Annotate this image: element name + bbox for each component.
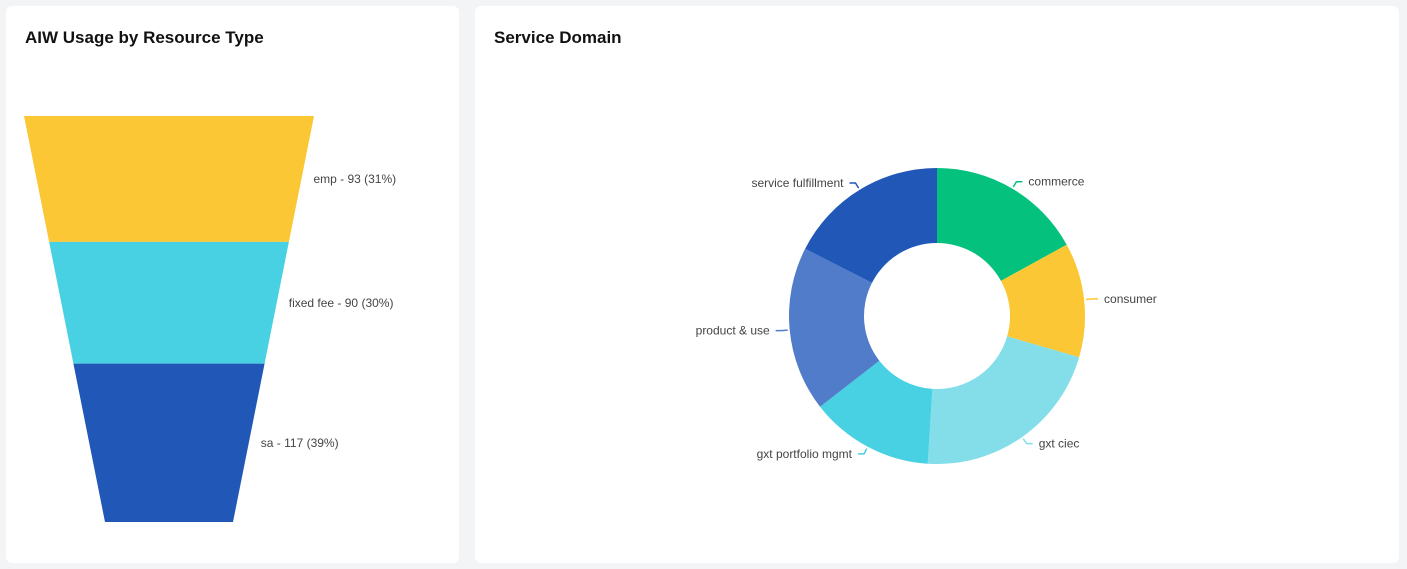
donut-label-gxt-portfolio-mgmt: gxt portfolio mgmt [757, 447, 853, 461]
donut-slice-gxt-ciec[interactable] [927, 336, 1080, 464]
funnel-stage-emp[interactable] [24, 116, 314, 242]
funnel-chart: emp - 93 (31%) fixed fee - 90 (30%) sa - 1… [24, 116, 396, 522]
donut-label-product-use: product & use [696, 324, 770, 338]
donut-leader-gxt-portfolio-mgmt [858, 448, 868, 455]
donut-leader-commerce [1012, 180, 1023, 188]
donut-slice-product-use[interactable] [789, 248, 880, 407]
donut-chart: commerce consumer gxt ciec gxt portfolio mg… [696, 168, 1157, 464]
donut-label-gxt-ciec: gxt ciec [1039, 437, 1080, 451]
donut-card: Service Domain commerce consumer gxt ciec g… [475, 6, 1399, 563]
funnel-stage-sa[interactable] [73, 363, 265, 522]
funnel-label-sa: sa - 117 (39%) [261, 436, 339, 450]
donut-slice-consumer[interactable] [1000, 244, 1085, 358]
funnel-card: AIW Usage by Resource Type emp - 93 (31%… [6, 6, 459, 563]
funnel-label-fixed-fee: fixed fee - 90 (30%) [289, 296, 394, 310]
funnel-stage-fixed-fee[interactable] [49, 241, 289, 364]
donut-leader-consumer [1086, 298, 1099, 301]
donut-label-consumer: consumer [1104, 292, 1157, 306]
funnel-chart-title: AIW Usage by Resource Type [25, 28, 264, 47]
donut-label-commerce: commerce [1028, 175, 1084, 189]
donut-slice-commerce[interactable] [937, 168, 1067, 281]
donut-leader-gxt-ciec [1022, 438, 1033, 445]
donut-label-service-fulfillment: service fulfillment [751, 176, 844, 190]
donut-slice-service-fulfillment[interactable] [805, 168, 937, 283]
donut-slice-gxt-portfolio-mgmt[interactable] [820, 360, 933, 464]
donut-chart-title: Service Domain [494, 28, 622, 47]
funnel-label-emp: emp - 93 (31%) [313, 172, 396, 186]
donut-leader-service-fulfillment [849, 182, 860, 189]
donut-leader-product-use [775, 329, 788, 332]
